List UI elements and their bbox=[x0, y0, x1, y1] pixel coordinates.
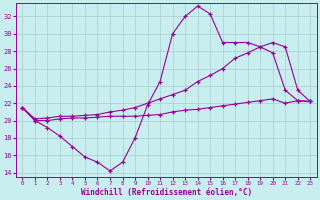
X-axis label: Windchill (Refroidissement éolien,°C): Windchill (Refroidissement éolien,°C) bbox=[81, 188, 252, 197]
